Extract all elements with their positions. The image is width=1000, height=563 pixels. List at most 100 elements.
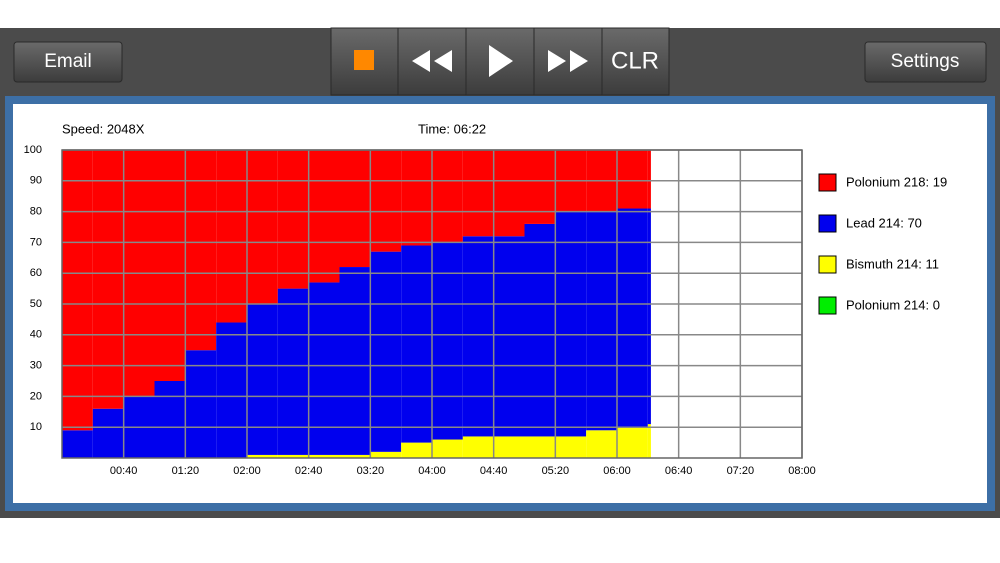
bar-segment [339,454,371,458]
bar-segment [370,251,402,452]
bar-segment [462,436,494,458]
bar-segment [339,150,371,268]
bar-segment [586,211,617,431]
bar-segment [216,322,247,458]
bar-segment [92,408,124,458]
bar-segment [555,211,587,437]
settings-label[interactable]: Settings [891,51,960,72]
legend-label: Lead 214: 70 [846,215,922,230]
x-tick-label: 06:40 [665,465,693,477]
y-tick-label: 100 [24,144,42,156]
bar-segment [647,150,651,209]
bar-segment [185,150,217,351]
speed-label: Speed: 2048X [62,121,145,136]
y-tick-label: 90 [30,175,42,187]
forward-button[interactable] [533,27,603,96]
legend-label: Polonium 214: 0 [846,297,940,312]
bar-segment [493,236,525,437]
x-tick-label: 08:00 [788,465,816,477]
rewind-icon [412,50,452,72]
y-tick-label: 40 [30,329,42,341]
y-tick-label: 30 [30,360,42,372]
bar-segment [308,150,340,283]
bar-segment [247,454,278,458]
x-tick-label: 06:00 [603,465,631,477]
bar-segment [617,150,648,209]
bar-segment [308,282,340,455]
x-tick-label: 01:20 [172,465,200,477]
play-icon [489,45,513,77]
bar-segment [154,150,186,381]
y-tick-label: 70 [30,236,42,248]
bar-segment [154,381,186,458]
x-tick-label: 00:40 [110,465,138,477]
bar-segment [401,442,432,458]
bar-segment [432,439,463,458]
settings-button[interactable] [864,41,987,83]
forward-icon [548,50,588,72]
bar-segment [462,236,494,437]
legend-swatch [818,296,837,315]
y-tick-label: 80 [30,206,42,218]
bar-segment [185,350,217,458]
legend-label: Polonium 218: 19 [846,174,947,189]
bar-segment [277,150,309,289]
email-button[interactable] [13,41,123,83]
bar-segment [216,150,247,323]
x-tick-label: 02:40 [295,465,323,477]
x-tick-label: 05:20 [542,465,570,477]
bar-segment [339,267,371,455]
bar-segment [277,454,309,458]
bar-segment [524,436,556,458]
bar-segment [462,150,494,237]
plot: 10 20 30 40 50 60 70 80 90 100 00:40 01:20 02:00 02:4… [24,144,948,477]
clear-label[interactable]: CLR [611,47,659,74]
x-tick-label: 02:00 [233,465,261,477]
rewind-button[interactable] [397,27,467,96]
bar-segment [586,430,617,458]
bar-segment [617,208,648,428]
stop-button[interactable] [330,27,399,96]
x-tick-label: 07:20 [727,465,755,477]
legend-swatch [818,173,837,192]
bar-segment [247,304,278,455]
y-tick-label: 20 [30,390,42,402]
email-label[interactable]: Email [44,51,92,72]
bar-segment [247,150,278,304]
bar-segment [524,223,556,437]
y-tick-label: 10 [30,421,42,433]
y-tick-label: 60 [30,267,42,279]
stop-icon [354,50,374,70]
legend-label: Bismuth 214: 11 [846,256,939,271]
clear-button[interactable] [601,27,670,96]
bar-segment [277,288,309,455]
bar-segment [432,242,463,440]
legend-swatch [818,255,837,274]
bar-segment [401,150,432,246]
y-tick-label: 50 [30,298,42,310]
bar-segment [62,150,93,431]
bar-segment [370,451,402,458]
legend-swatch [818,214,837,233]
x-tick-label: 04:40 [480,465,508,477]
bar-segment [62,430,93,458]
bar-segment [92,150,124,409]
bar-segment [401,245,432,443]
transport-controls: CLR [330,27,670,96]
bar-segment [647,424,651,458]
bar-segment [524,150,556,224]
bar-segment [308,454,340,458]
bar-segment [555,436,587,458]
bar-segment [370,150,402,252]
x-tick-label: 04:00 [418,465,446,477]
x-tick-label: 03:20 [357,465,385,477]
bar-segment [432,150,463,243]
plot-border [61,149,803,459]
bar-segment [617,427,648,458]
bar-segment [493,436,525,458]
time-label: Time: 06:22 [418,121,486,136]
bar-segment [647,208,651,425]
bar-segment [493,150,525,237]
